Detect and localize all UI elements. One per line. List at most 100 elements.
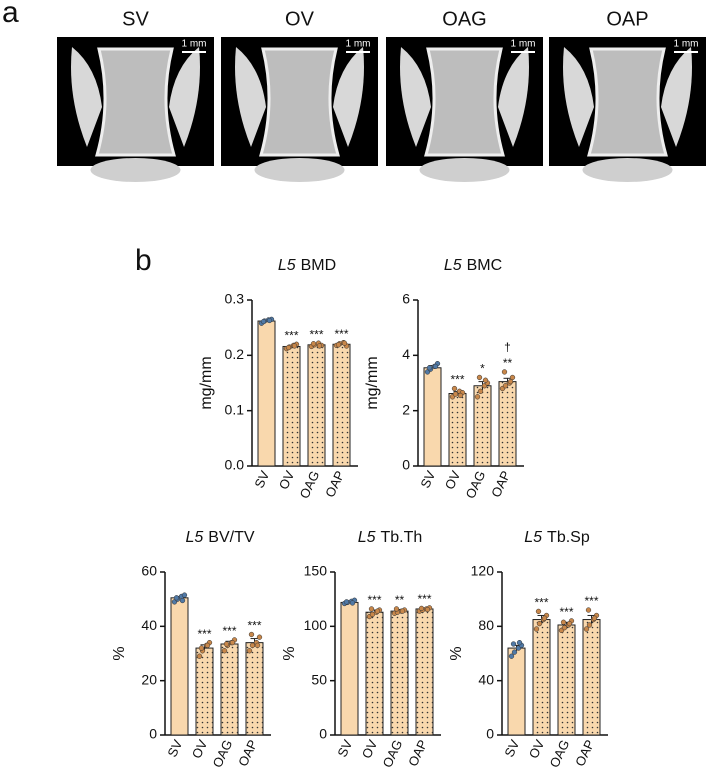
bar xyxy=(507,647,526,736)
bar xyxy=(415,608,434,736)
x-tick-label: OAG xyxy=(380,737,406,770)
data-point xyxy=(198,645,205,651)
x-tick-label: OAP xyxy=(322,468,347,499)
y-tick-label: 50 xyxy=(311,671,327,687)
significance: *** xyxy=(334,327,348,341)
data-point xyxy=(204,642,211,648)
significance: *** xyxy=(247,619,261,633)
data-point xyxy=(507,378,514,385)
data-point xyxy=(591,615,598,621)
data-point xyxy=(223,641,230,647)
significance: *** xyxy=(417,592,431,606)
vertebra-wing xyxy=(498,47,529,147)
significance: *** xyxy=(559,605,573,619)
ct-image xyxy=(221,37,378,182)
y-axis-label: mg/mm xyxy=(198,356,215,409)
data-point xyxy=(585,607,592,613)
y-tick-label: 20 xyxy=(141,671,157,687)
title-text: BMD xyxy=(301,257,337,274)
data-point xyxy=(533,626,540,632)
title-text: Tb.Th xyxy=(381,529,423,546)
vertebra-next xyxy=(582,158,673,182)
bar xyxy=(448,393,467,467)
vertebra-wing xyxy=(71,47,102,147)
bar xyxy=(340,601,359,736)
x-tick-label: OAP xyxy=(235,737,260,768)
y-tick-label: 40 xyxy=(141,617,157,633)
significance: *** xyxy=(197,627,211,641)
bar xyxy=(498,381,517,467)
significance: *** xyxy=(284,328,298,342)
bar xyxy=(532,619,551,736)
data-point xyxy=(256,634,263,640)
title-prefix: L5 xyxy=(524,529,542,546)
vertebra-next xyxy=(254,158,345,182)
x-tick-label: OAG xyxy=(210,737,236,770)
y-tick-label: 0 xyxy=(402,457,410,473)
x-tick-label: SV xyxy=(164,737,185,759)
data-point xyxy=(502,383,509,389)
data-point xyxy=(196,653,203,659)
significance: * xyxy=(480,362,485,376)
data-point xyxy=(566,620,573,627)
scale-label: 1 mm xyxy=(346,39,371,50)
y-tick-label: 40 xyxy=(478,671,494,687)
data-point xyxy=(586,622,593,628)
scale-label: 1 mm xyxy=(511,39,536,50)
y-tick-label: 0.0 xyxy=(225,457,245,473)
bar xyxy=(282,345,301,467)
y-axis-label: mg/mm xyxy=(364,356,381,409)
data-point xyxy=(474,394,481,400)
y-tick-label: 0.1 xyxy=(225,401,245,417)
vertebra-body xyxy=(587,47,668,157)
vertebra-wing xyxy=(563,47,594,147)
significance-vs-ov: † xyxy=(504,340,511,354)
data-point xyxy=(316,343,323,349)
data-point xyxy=(482,377,489,383)
data-point xyxy=(374,608,381,614)
bar xyxy=(257,320,276,467)
vertebra-wing xyxy=(400,47,431,147)
bar xyxy=(557,624,576,736)
data-point xyxy=(254,642,261,648)
x-tick-label: OAG xyxy=(463,468,489,501)
y-axis-label: % xyxy=(111,646,128,660)
scale-label: 1 mm xyxy=(182,39,207,50)
data-point xyxy=(535,608,542,615)
data-point xyxy=(173,595,180,601)
significance: ** xyxy=(395,593,405,607)
data-point xyxy=(368,606,375,612)
x-tick-label: OV xyxy=(526,737,548,761)
y-axis-label: % xyxy=(281,646,298,660)
x-tick-label: OAG xyxy=(297,468,323,501)
data-point xyxy=(432,363,439,370)
data-point xyxy=(509,374,516,381)
data-point xyxy=(246,648,253,654)
data-point xyxy=(510,641,517,647)
data-point xyxy=(511,649,518,655)
x-tick-label: OV xyxy=(276,468,298,492)
significance: ** xyxy=(503,356,513,370)
chart-title: L5 BV/TV xyxy=(185,529,254,546)
data-point xyxy=(393,606,400,612)
x-tick-label: SV xyxy=(417,468,438,490)
data-point xyxy=(266,317,273,324)
x-tick-label: OV xyxy=(359,737,381,761)
vertebra-next xyxy=(90,158,181,182)
chart-title: L5 Tb.Sp xyxy=(524,529,590,546)
data-point xyxy=(291,343,298,349)
y-axis-label: % xyxy=(448,646,465,660)
bar xyxy=(423,367,442,467)
title-prefix: L5 xyxy=(444,257,462,274)
y-tick-label: 150 xyxy=(304,563,328,579)
bar xyxy=(195,647,214,736)
data-point xyxy=(426,365,433,371)
data-point xyxy=(457,392,464,399)
y-tick-label: 4 xyxy=(402,346,410,362)
data-point xyxy=(418,605,425,612)
y-tick-label: 0 xyxy=(319,726,327,742)
title-prefix: L5 xyxy=(278,257,296,274)
ct-image xyxy=(386,37,543,182)
data-point xyxy=(349,600,356,606)
